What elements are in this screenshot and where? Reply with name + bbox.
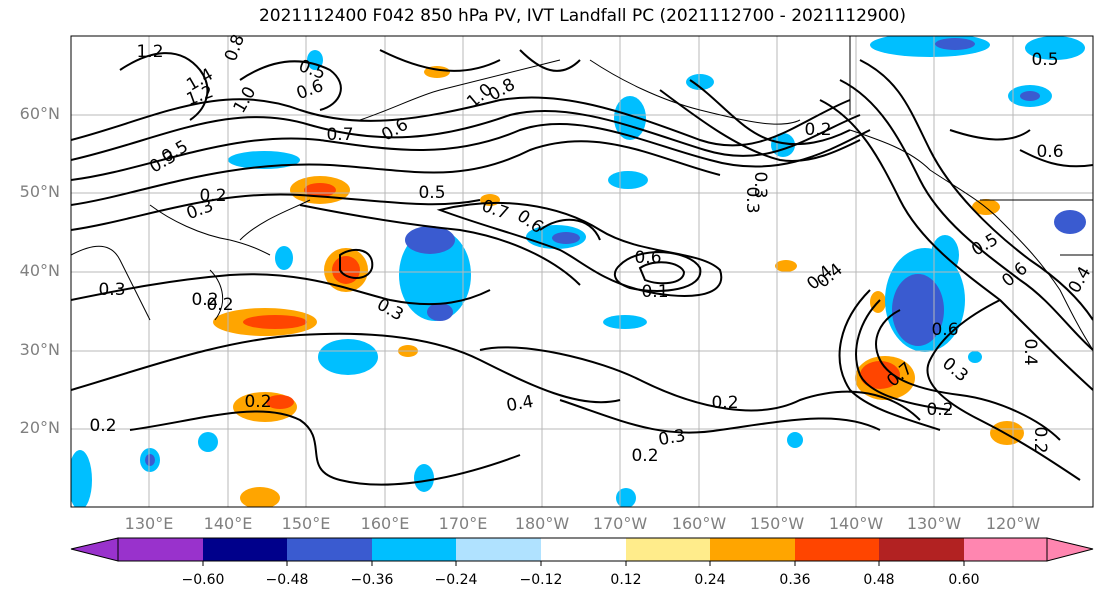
colorbar-tick: −0.48	[265, 572, 309, 588]
colorbar-extend-high	[1046, 537, 1094, 562]
graticule	[71, 36, 1093, 507]
colorbar-bin	[372, 538, 456, 561]
lon-label-160e: 160°E	[360, 514, 410, 533]
colorbar-bin	[879, 538, 964, 561]
colorbar-bin	[710, 538, 795, 561]
colorbar-tick: 0.60	[948, 572, 980, 588]
lat-label-60n: 60°N	[19, 104, 60, 123]
lat-label-30n: 30°N	[19, 340, 60, 359]
colorbar-tick: −0.24	[434, 572, 478, 588]
colorbar-bin	[964, 538, 1047, 561]
lon-label-130w: 130°W	[906, 514, 962, 533]
colorbar-tick: 0.36	[779, 572, 811, 588]
lon-label-150e: 150°E	[281, 514, 331, 533]
lat-label-50n: 50°N	[19, 182, 60, 201]
colorbar-bin	[287, 538, 372, 561]
lon-label-150w: 150°W	[749, 514, 805, 533]
colorbar-extend-low	[70, 537, 119, 562]
colorbar-bin	[541, 538, 626, 561]
colorbar-tick: −0.12	[519, 572, 563, 588]
map-frame	[70, 35, 1094, 508]
colorbar-tick: −0.36	[350, 572, 394, 588]
lat-label-20n: 20°N	[19, 418, 60, 437]
ivt-contours	[71, 49, 1093, 486]
colorbar-bin	[795, 538, 879, 561]
colorbar-bin	[456, 538, 541, 561]
lon-label-170w: 170°W	[592, 514, 648, 533]
colorbar-bin	[203, 538, 287, 561]
lon-label-160w: 160°W	[671, 514, 727, 533]
lat-label-40n: 40°N	[19, 261, 60, 280]
colorbar-tick: 0.12	[610, 572, 642, 588]
colorbar-bin	[626, 538, 710, 561]
lon-label-130e: 130°E	[124, 514, 174, 533]
lon-label-140e: 140°E	[203, 514, 253, 533]
lon-label-180w: 180°W	[514, 514, 570, 533]
lon-label-120w: 120°W	[985, 514, 1041, 533]
coastlines	[71, 36, 1093, 351]
colorbar-bin	[118, 538, 203, 561]
colorbar-tick: −0.60	[181, 572, 225, 588]
lon-label-140w: 140°W	[828, 514, 884, 533]
lon-label-170e: 170°E	[438, 514, 488, 533]
colorbar-tick: 0.24	[694, 572, 726, 588]
map-title: 2021112400 F042 850 hPa PV, IVT Landfall…	[258, 6, 906, 26]
colorbar	[70, 537, 1094, 566]
colorbar-tick: 0.48	[863, 572, 895, 588]
